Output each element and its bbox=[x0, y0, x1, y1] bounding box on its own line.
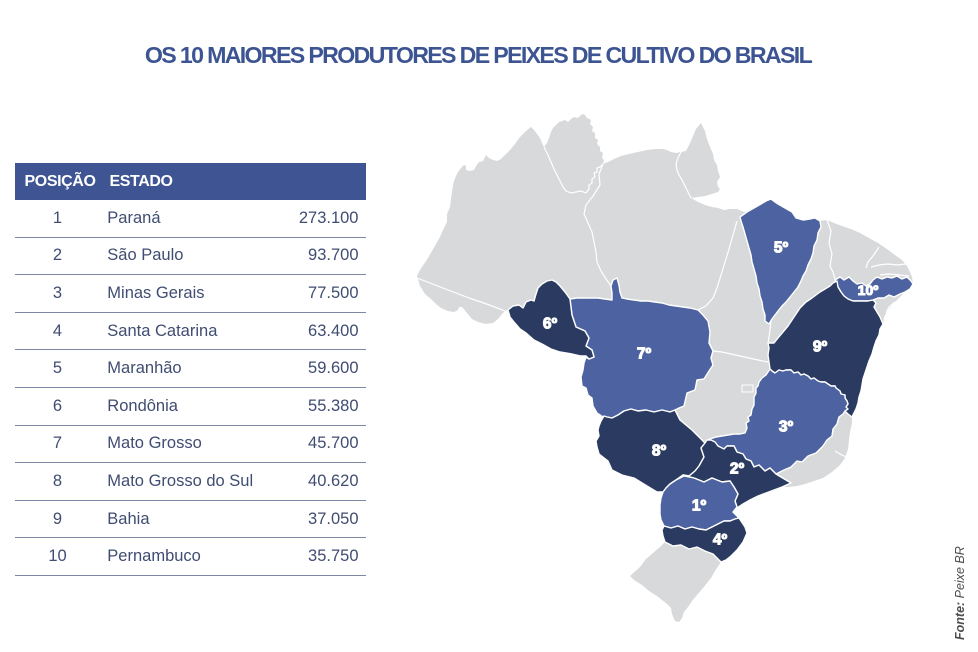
svg-text:10º: 10º bbox=[858, 282, 879, 298]
svg-text:7º: 7º bbox=[637, 346, 652, 363]
svg-text:6º: 6º bbox=[543, 316, 558, 333]
svg-text:8º: 8º bbox=[652, 443, 667, 460]
svg-text:3º: 3º bbox=[779, 419, 794, 436]
svg-text:4º: 4º bbox=[713, 532, 728, 549]
svg-text:9º: 9º bbox=[813, 339, 828, 356]
svg-text:5º: 5º bbox=[774, 240, 789, 257]
svg-text:1º: 1º bbox=[692, 498, 707, 515]
svg-text:2º: 2º bbox=[730, 461, 745, 478]
